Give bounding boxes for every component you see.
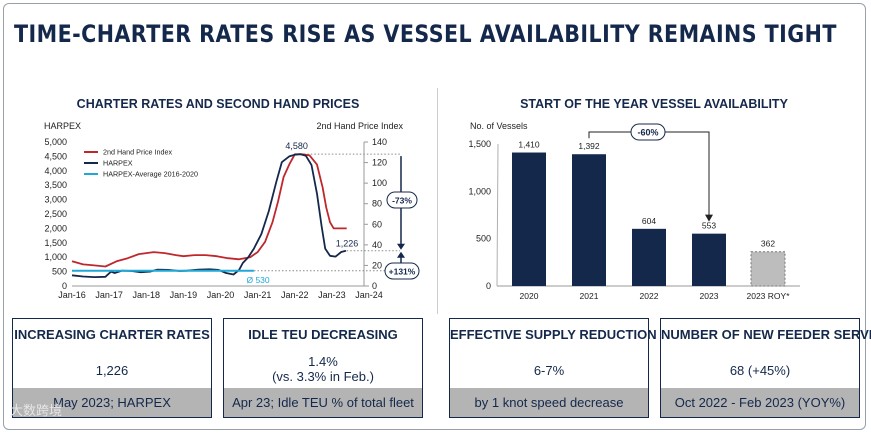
card-idle-teu: IDLE TEU DECREASING 1.4% (vs. 3.3% in Fe… (223, 318, 423, 418)
series-line-2nd-hand-price-index (71, 153, 347, 268)
card-title: NUMBER OF NEW FEEDER SERVICES (661, 327, 871, 342)
decline-badge (386, 191, 418, 209)
x-tick-label: Jan-17 (95, 290, 123, 300)
x-tick-label: Jan-21 (244, 290, 272, 300)
left-tick-label: 500 (52, 267, 67, 277)
rise-badge (384, 262, 420, 280)
bar-chart-title: START OF THE YEAR VESSEL AVAILABILITY (520, 97, 789, 111)
left-axis-label: HARPEX (44, 121, 81, 131)
bar-y-tick-label: 1,500 (468, 139, 491, 149)
left-tick-label: 3,000 (44, 195, 67, 205)
change-badge (630, 123, 666, 141)
card-value: 1,226 (95, 363, 129, 378)
x-tick-label: Jan-16 (58, 290, 86, 300)
card-title: INCREASING CHARTER RATES (14, 327, 210, 342)
right-tick-label: 120 (372, 158, 387, 168)
bar-value-label: 1,410 (518, 140, 540, 150)
right-tick-label: 60 (372, 219, 382, 229)
left-tick-label: 2,500 (44, 209, 67, 219)
bar-y-tick-label: 0 (486, 281, 491, 291)
decline-badge-label: -73% (392, 196, 412, 206)
bar-category-label: 2023 (700, 291, 719, 301)
card-title: IDLE TEU DECREASING (248, 327, 398, 342)
bar-2022 (632, 228, 666, 286)
card-title: EFFECTIVE SUPPLY REDUCTION (450, 327, 657, 342)
right-tick-label: 80 (372, 199, 382, 209)
right-tick-label: 100 (372, 178, 387, 188)
x-tick-label: Jan-20 (207, 290, 235, 300)
left-tick-label: 4,500 (44, 151, 67, 161)
bar-value-label: 362 (761, 239, 775, 249)
change-badge-label: -60% (637, 128, 658, 138)
bar-y-axis-line (496, 143, 499, 287)
card-footer: Apr 23; Idle TEU % of total fleet (224, 388, 422, 417)
card-value-note: (vs. 3.3% in Feb.) (272, 369, 374, 384)
card-value: 1.4% (308, 354, 338, 369)
left-tick-label: 3,500 (44, 180, 67, 190)
bar-y-tick-label: 1,000 (468, 186, 491, 196)
right-axis-label: 2nd Hand Price Index (316, 121, 403, 131)
slide-frame (3, 3, 866, 430)
card-value: 6-7% (533, 363, 565, 378)
card-footer: May 2023; HARPEX (13, 388, 211, 417)
page-title: TIME-CHARTER RATES RISE AS VESSEL AVAILA… (14, 20, 837, 48)
bar-category-label: 2023 ROY* (747, 291, 791, 301)
x-tick-label: Jan-23 (318, 290, 346, 300)
bar-category-label: 2021 (580, 291, 599, 301)
left-tick-label: 4,000 (44, 166, 67, 176)
line-chart-title: CHARTER RATES AND SECOND HAND PRICES (77, 97, 360, 111)
legend-label: 2nd Hand Price Index (103, 148, 173, 157)
right-tick-label: 140 (372, 137, 387, 147)
bar-y-tick-label: 500 (476, 234, 491, 244)
legend-label: HARPEX-Average 2016-2020 (103, 170, 198, 179)
bar-2023-roy (750, 251, 786, 287)
x-tick-label: Jan-19 (170, 290, 198, 300)
bar-2021 (572, 154, 606, 286)
bar-y-axis-label: No. of Vessels (470, 121, 528, 131)
bar-2020 (512, 152, 546, 286)
bar-value-label: 604 (642, 216, 656, 226)
card-footer: by 1 knot speed decrease (450, 388, 648, 417)
change-bracket (588, 131, 710, 216)
x-tick-label: Jan-24 (355, 290, 383, 300)
x-tick-label: Jan-22 (281, 290, 309, 300)
center-divider (437, 88, 438, 314)
right-tick-label: 20 (372, 260, 382, 270)
bar-value-label: 553 (702, 221, 716, 231)
watermark: 大数跨境 (10, 403, 63, 418)
bar-2023 (692, 233, 726, 286)
left-tick-label: 5,000 (44, 137, 67, 147)
bar-category-label: 2020 (520, 291, 539, 301)
card-value: 68 (+45%) (729, 363, 791, 378)
card-supply-reduction: EFFECTIVE SUPPLY REDUCTION 6-7% by 1 kno… (449, 318, 657, 418)
current-value-label: 1,226 (336, 239, 359, 249)
rise-arrowhead (397, 251, 405, 258)
right-tick-label: 40 (372, 240, 382, 250)
bar-category-label: 2022 (640, 291, 659, 301)
left-tick-label: 0 (62, 281, 67, 291)
left-tick-label: 1,500 (44, 238, 67, 248)
change-arrowhead (705, 214, 713, 222)
bar-value-label: 1,392 (578, 141, 600, 151)
left-tick-label: 2,000 (44, 223, 67, 233)
x-tick-label: Jan-18 (132, 290, 160, 300)
average-value-label: Ø 530 (246, 275, 269, 285)
right-tick-label: 0 (372, 281, 377, 291)
card-charter-rates: INCREASING CHARTER RATES 1,226 May 2023;… (12, 318, 212, 418)
peak-value-label: 4,580 (285, 141, 308, 151)
left-tick-label: 1,000 (44, 252, 67, 262)
card-footer: Oct 2022 - Feb 2023 (YOY%) (661, 388, 859, 417)
card-feeder-services: NUMBER OF NEW FEEDER SERVICES 68 (+45%) … (660, 318, 871, 418)
rise-badge-label: +131% (389, 267, 416, 277)
decline-arrowhead (397, 243, 405, 250)
legend-label: HARPEX (103, 159, 133, 168)
